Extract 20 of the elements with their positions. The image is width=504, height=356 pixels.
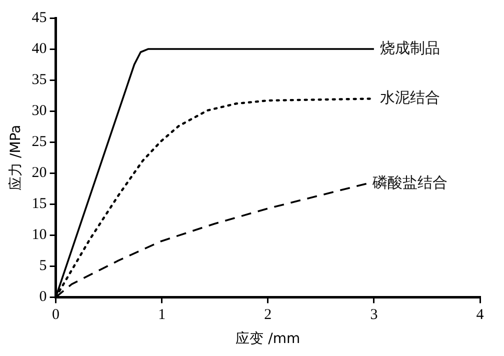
y-tick-label: 10 — [32, 227, 47, 244]
y-tick-label: 15 — [32, 196, 47, 212]
y-tick-label: 45 — [32, 10, 47, 26]
y-tick-label: 30 — [32, 103, 47, 120]
series-label: 烧成制品 — [380, 38, 440, 57]
x-tick-label: 3 — [370, 307, 378, 324]
y-tick-label: 25 — [32, 134, 47, 150]
y-axis-title: 应力 /MPa — [8, 124, 24, 190]
y-tick-label: 20 — [32, 165, 47, 182]
x-tick-label: 2 — [264, 307, 272, 324]
x-tick-label: 0 — [52, 307, 60, 324]
series-label: 水泥结合 — [380, 88, 440, 107]
x-tick-label: 4 — [476, 307, 484, 324]
x-tick-label: 1 — [158, 307, 166, 324]
series-label: 磷酸盐结合 — [372, 174, 448, 192]
y-tick-label: 35 — [32, 72, 47, 88]
x-axis-title: 应变 /mm — [236, 331, 300, 348]
y-tick-label: 40 — [32, 40, 47, 57]
y-tick-label: 0 — [39, 289, 47, 306]
y-tick-label: 5 — [39, 258, 47, 274]
